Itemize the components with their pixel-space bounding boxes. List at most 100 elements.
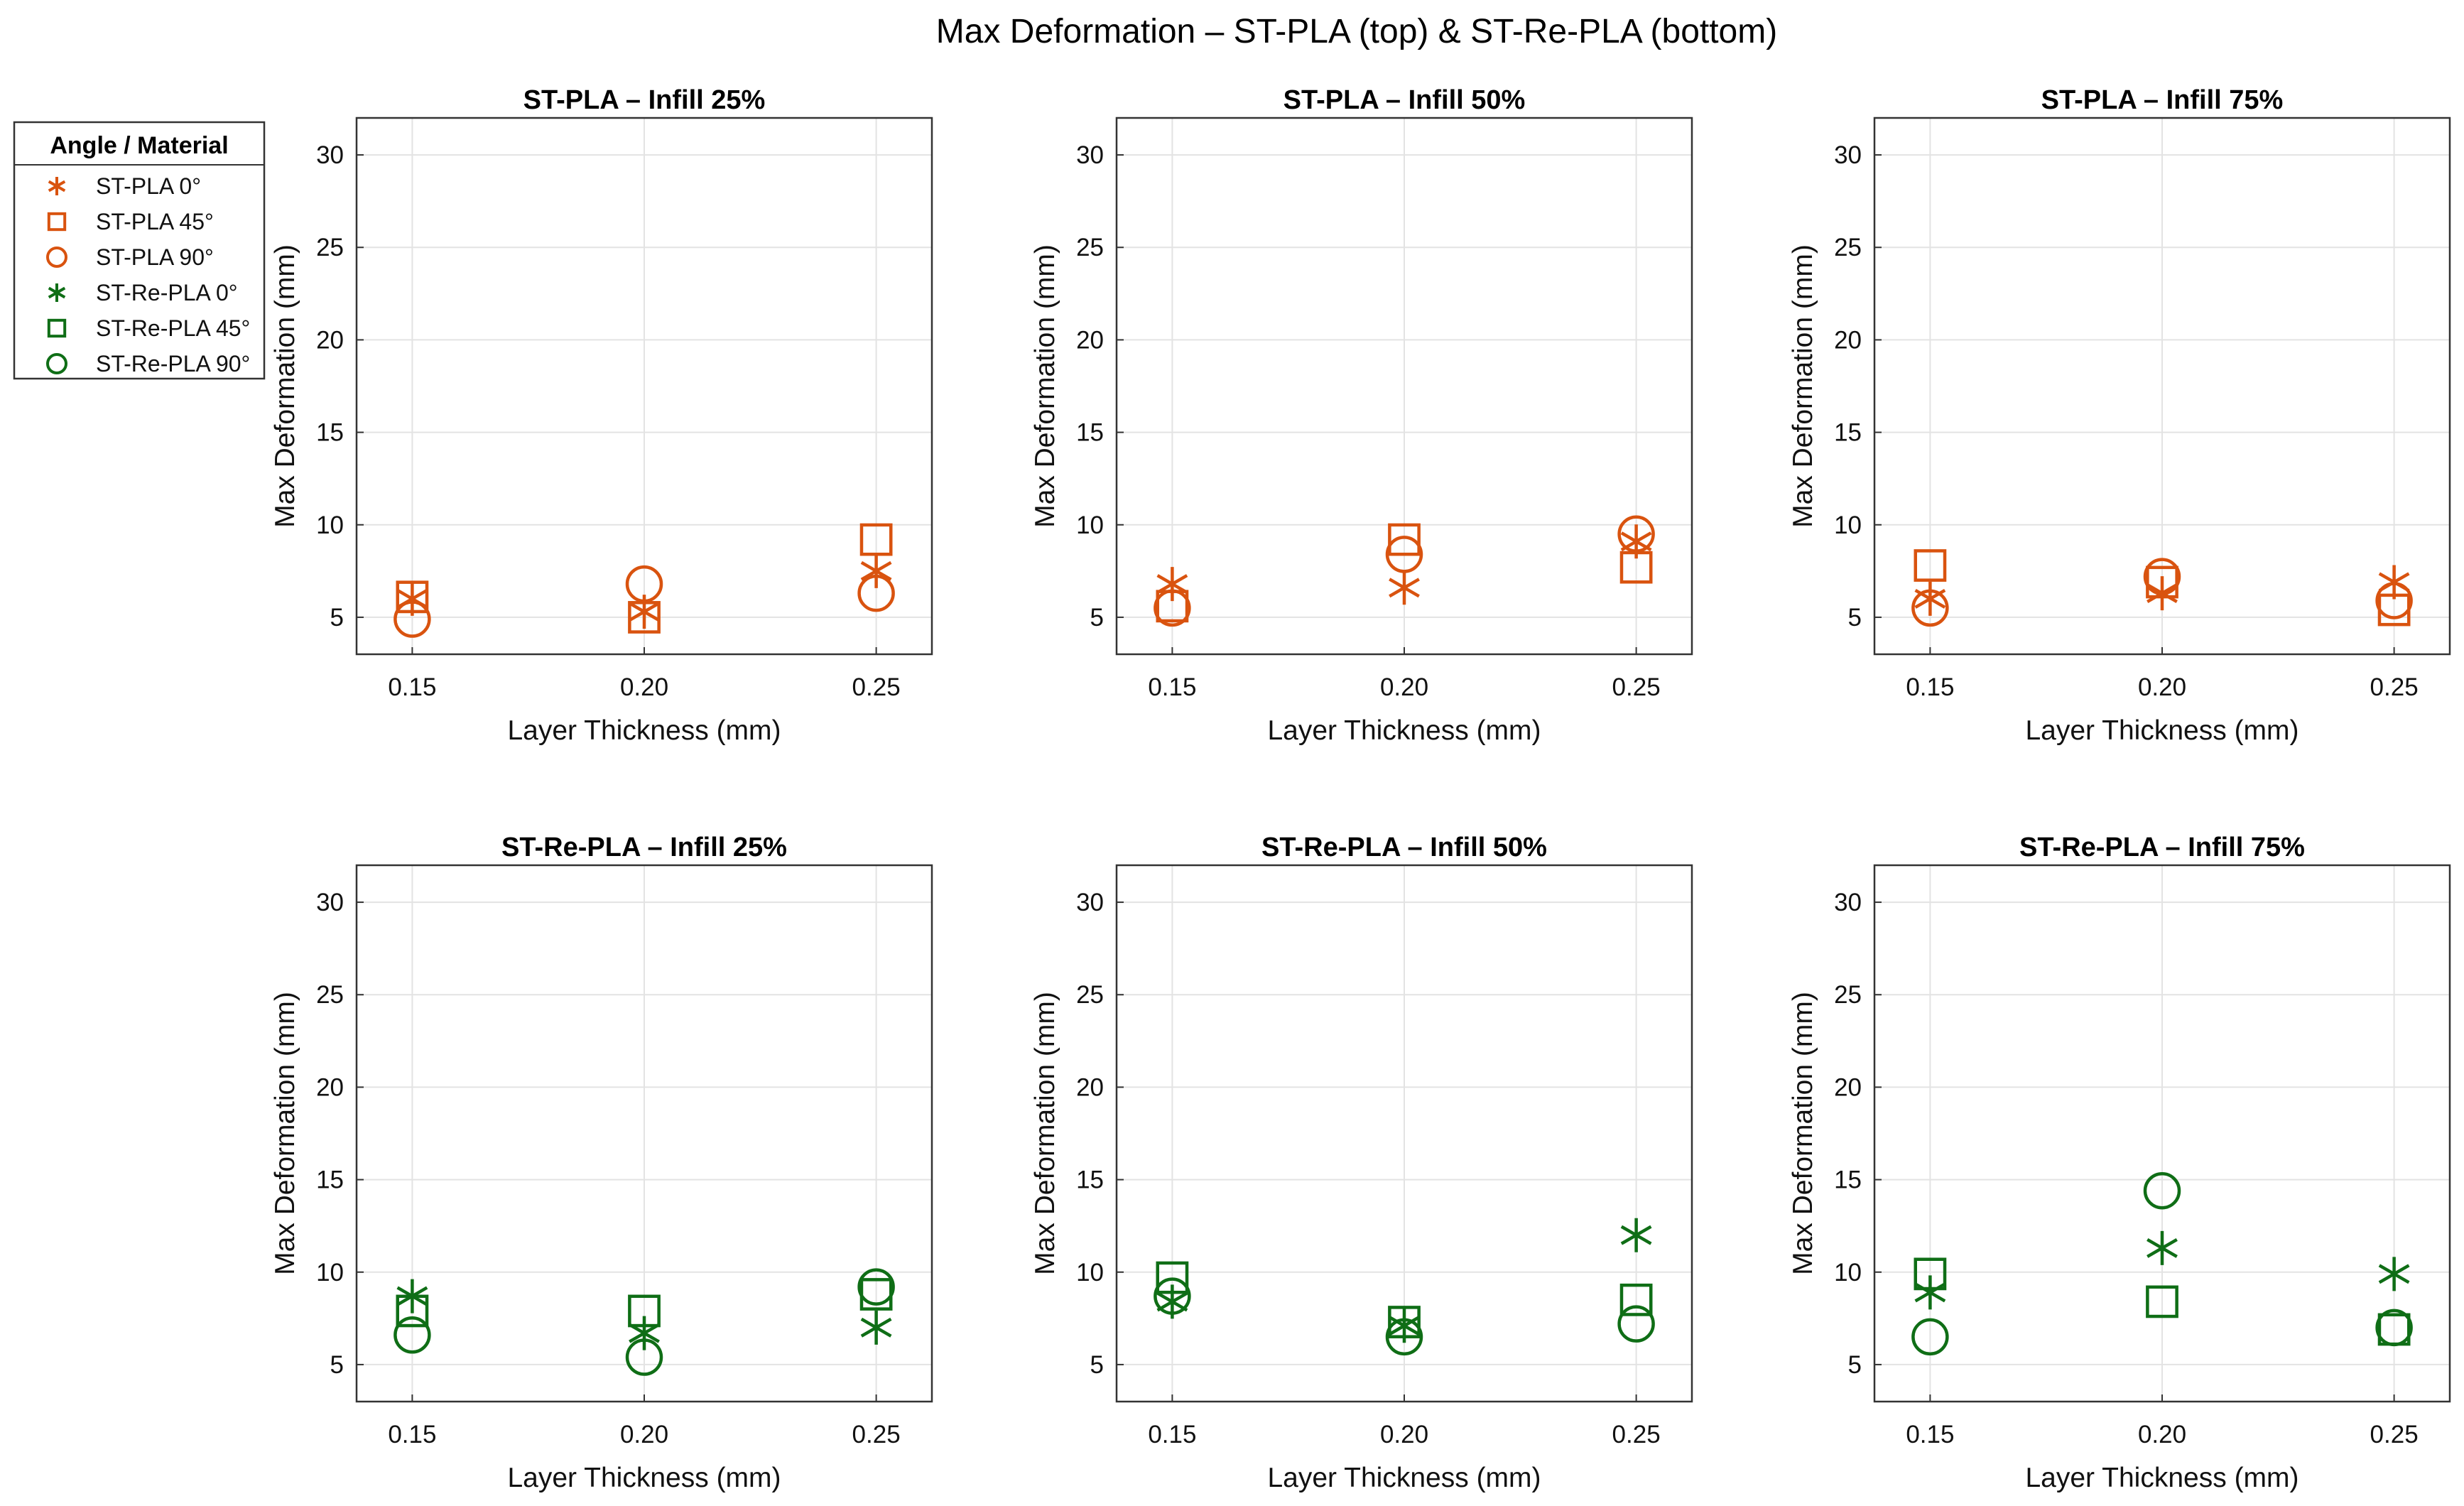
y-tick-label: 25 bbox=[316, 981, 344, 1009]
x-tick-label: 0.25 bbox=[2370, 673, 2419, 701]
legend-marker-asterisk bbox=[48, 283, 66, 302]
data-point-circle-shape bbox=[394, 600, 431, 638]
data-point-asterisk-stroke bbox=[629, 602, 660, 622]
legend-marker-circle bbox=[46, 247, 67, 268]
series-circle bbox=[1154, 515, 1655, 627]
legend-entry: ST-PLA 45° bbox=[47, 209, 214, 234]
data-point-circle bbox=[1911, 1318, 1949, 1356]
legend-marker-circle-shape bbox=[46, 247, 67, 268]
legend-marker-circle-shape bbox=[46, 353, 67, 374]
data-point-square-shape bbox=[1156, 1261, 1189, 1294]
x-tick-label: 0.25 bbox=[1612, 673, 1661, 701]
x-axis-label: Layer Thickness (mm) bbox=[2025, 715, 2299, 746]
data-point-asterisk bbox=[1389, 570, 1420, 605]
data-point-square-shape bbox=[1619, 1283, 1653, 1316]
data-point-circle bbox=[1617, 515, 1655, 553]
data-point-circle bbox=[857, 1268, 895, 1306]
data-point-square bbox=[396, 580, 429, 614]
data-point-square bbox=[1156, 1261, 1189, 1294]
legend-label: ST-PLA 90° bbox=[96, 244, 214, 270]
y-tick-label: 30 bbox=[1834, 141, 1862, 169]
y-axis-label: Max Deformation (mm) bbox=[1788, 244, 1818, 528]
data-point-circle-shape bbox=[2143, 1171, 2181, 1210]
panel-1: 0.15 0.20 0.25 5 10 15 20 25 30 ST-PLA – Infill 2… bbox=[270, 85, 933, 746]
x-tick-label: 0.20 bbox=[1380, 1421, 1428, 1448]
data-point-circle bbox=[1385, 1318, 1423, 1356]
data-point-circle-shape bbox=[1154, 589, 1191, 627]
data-point-square-shape bbox=[628, 1294, 661, 1328]
data-point-circle-shape bbox=[1617, 515, 1655, 553]
y-tick-label: 25 bbox=[1834, 981, 1862, 1009]
y-tick-label: 5 bbox=[1848, 1351, 1862, 1379]
data-point-circle bbox=[394, 600, 431, 638]
data-point-circle bbox=[1385, 536, 1423, 573]
series-circle bbox=[1911, 558, 2413, 627]
data-point-asterisk-stroke bbox=[860, 560, 892, 581]
series-asterisk bbox=[1914, 1230, 2410, 1310]
legend-entry: ST-Re-PLA 45° bbox=[47, 315, 250, 341]
y-axis-label: Max Deformation (mm) bbox=[270, 244, 300, 528]
data-point-asterisk-stroke bbox=[1156, 1291, 1188, 1312]
series-circle bbox=[394, 565, 895, 638]
legend-marker-asterisk-stroke bbox=[48, 180, 66, 193]
data-point-asterisk-stroke bbox=[1620, 1225, 1652, 1245]
x-tick-label: 0.15 bbox=[1906, 1421, 1954, 1448]
data-point-square bbox=[859, 523, 893, 556]
data-point-asterisk bbox=[629, 1316, 660, 1350]
y-tick-label: 25 bbox=[1076, 981, 1104, 1009]
data-point-circle-shape bbox=[625, 565, 663, 603]
data-point-square-shape bbox=[396, 580, 429, 614]
y-tick-label: 10 bbox=[1834, 511, 1862, 539]
panels: 0.15 0.20 0.25 5 10 15 20 25 30 ST-PLA – Infill 2… bbox=[270, 85, 2451, 1493]
y-tick-label: 30 bbox=[316, 141, 344, 169]
legend-marker-square bbox=[47, 318, 67, 338]
data-point-square bbox=[1914, 1257, 1947, 1291]
y-tick-label: 10 bbox=[316, 1259, 344, 1286]
data-point-asterisk-stroke bbox=[1389, 1316, 1420, 1336]
data-point-square-shape bbox=[1388, 1306, 1421, 1338]
data-point-asterisk bbox=[2378, 1257, 2410, 1291]
data-point-square-shape bbox=[2146, 1285, 2178, 1318]
data-point-circle bbox=[2375, 582, 2413, 619]
legend-marker-square-shape bbox=[47, 212, 67, 232]
y-tick-label: 15 bbox=[1076, 1166, 1104, 1194]
legend-entry: ST-Re-PLA 90° bbox=[46, 351, 250, 376]
series-circle bbox=[1154, 1277, 1655, 1356]
data-point-asterisk bbox=[860, 1310, 892, 1345]
data-point-asterisk bbox=[1914, 1275, 1946, 1310]
x-tick-label: 0.20 bbox=[2138, 673, 2186, 701]
data-point-asterisk-stroke bbox=[1914, 1282, 1946, 1303]
x-tick-label: 0.20 bbox=[2138, 1421, 2186, 1448]
series-circle bbox=[1911, 1171, 2413, 1356]
data-point-asterisk-stroke bbox=[2378, 1264, 2410, 1284]
y-tick-label: 25 bbox=[1834, 234, 1862, 261]
y-tick-label: 30 bbox=[1834, 889, 1862, 916]
x-axis-label: Layer Thickness (mm) bbox=[1267, 715, 1541, 746]
legend-label: ST-PLA 0° bbox=[96, 173, 201, 199]
y-tick-label: 10 bbox=[1076, 1259, 1104, 1286]
x-tick-label: 0.20 bbox=[1380, 673, 1428, 701]
data-point-circle-shape bbox=[1911, 1318, 1949, 1356]
x-tick-label: 0.25 bbox=[852, 673, 901, 701]
data-point-circle bbox=[394, 1316, 431, 1354]
y-tick-label: 15 bbox=[1076, 419, 1104, 447]
data-point-square bbox=[2146, 1285, 2178, 1318]
data-point-asterisk-stroke bbox=[2146, 1237, 2178, 1258]
y-tick-label: 20 bbox=[1834, 1073, 1862, 1101]
figure-title: Max Deformation – ST-PLA (top) & ST-Re-P… bbox=[936, 13, 1777, 50]
data-point-square bbox=[628, 1294, 661, 1328]
data-point-asterisk bbox=[1620, 1218, 1652, 1252]
data-point-circle-shape bbox=[2143, 558, 2181, 595]
x-tick-label: 0.20 bbox=[620, 673, 668, 701]
data-point-square bbox=[1388, 1306, 1421, 1338]
y-tick-label: 15 bbox=[316, 419, 344, 447]
data-point-circle bbox=[2143, 558, 2181, 595]
panel-4: 0.15 0.20 0.25 5 10 15 20 25 30 ST-Re-PLA – Infil… bbox=[270, 833, 933, 1493]
legend: Angle / Material ST-PLA 0° ST-PLA 45° ST-PL… bbox=[13, 121, 266, 380]
x-axis-label: Layer Thickness (mm) bbox=[507, 715, 781, 746]
y-tick-label: 15 bbox=[1834, 419, 1862, 447]
x-tick-label: 0.25 bbox=[2370, 1421, 2419, 1448]
legend-marker-square-shape bbox=[47, 318, 67, 338]
data-point-asterisk-stroke bbox=[1389, 578, 1420, 598]
